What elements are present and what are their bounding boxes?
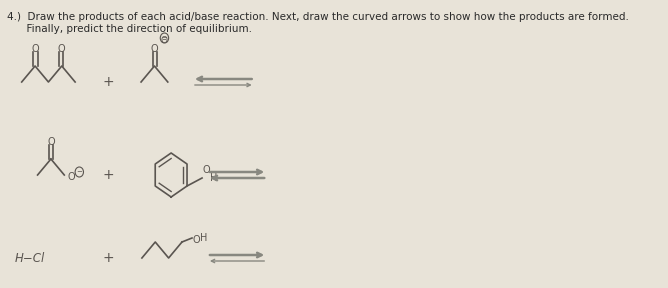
Text: H: H (210, 173, 217, 183)
Text: O: O (67, 172, 75, 182)
Text: O: O (58, 44, 65, 54)
Text: Finally, predict the direction of equilibrium.: Finally, predict the direction of equili… (7, 24, 252, 34)
Text: 4.)  Draw the products of each acid/base reaction. Next, draw the curved arrows : 4.) Draw the products of each acid/base … (7, 12, 629, 22)
Text: O: O (203, 165, 210, 175)
Text: H: H (200, 233, 208, 243)
Text: O: O (150, 44, 158, 54)
Text: +: + (103, 251, 114, 265)
Text: O: O (31, 44, 39, 54)
Text: +: + (103, 168, 114, 182)
Text: O: O (193, 235, 200, 245)
Text: +: + (103, 75, 114, 89)
Text: Θ: Θ (160, 36, 167, 45)
Text: −: − (76, 169, 82, 175)
Text: −: − (162, 35, 168, 41)
Text: O: O (47, 137, 55, 147)
Text: H−Cl: H−Cl (15, 251, 45, 264)
